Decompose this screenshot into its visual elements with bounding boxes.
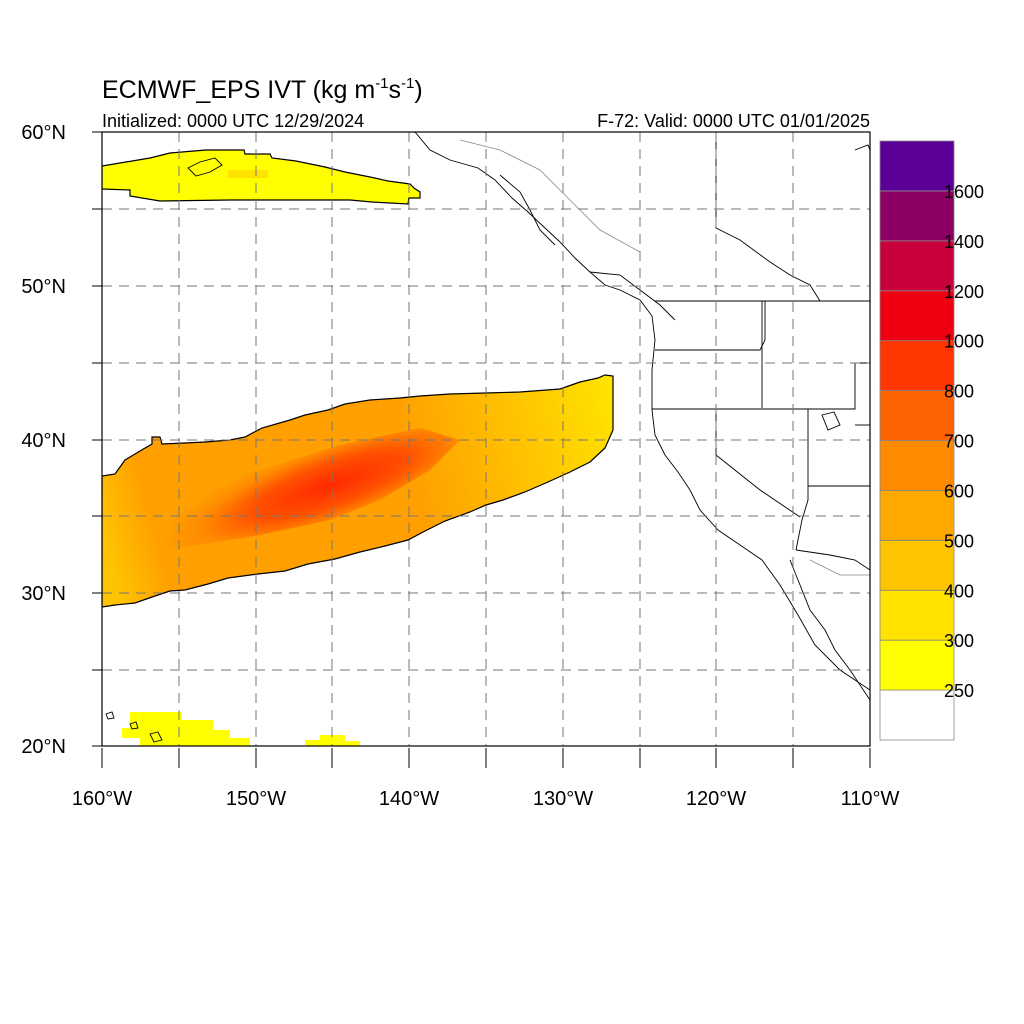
ivt-patch-hawaii-west <box>122 712 250 746</box>
lat-label: 50°N <box>21 276 66 298</box>
colorbar-swatch <box>879 490 955 541</box>
colorbar-swatch <box>879 190 955 242</box>
lon-label: 130°W <box>533 788 593 810</box>
ivt-patch-hawaii-east <box>305 735 360 746</box>
map-frame <box>101 131 871 747</box>
colorbar-swatch <box>879 390 955 441</box>
colorbar-level-label: 400 <box>944 581 974 601</box>
colorbar-swatch <box>879 140 955 192</box>
colorbar-level-label: 300 <box>944 631 974 651</box>
colorbar-level-label: 800 <box>944 382 974 402</box>
lon-label: 160°W <box>72 788 132 810</box>
lat-label: 20°N <box>21 736 66 758</box>
colorbar <box>879 140 955 741</box>
ivt-ar-core <box>102 428 460 575</box>
colorbar-swatch <box>879 240 955 292</box>
coastlines <box>105 132 870 743</box>
political-borders <box>652 132 870 571</box>
subtitle-valid: F-72: Valid: 0000 UTC 01/01/2025 <box>597 111 870 131</box>
colorbar-swatch <box>879 639 955 691</box>
colorbar-level-label: 500 <box>944 531 974 551</box>
graticule <box>102 132 870 746</box>
colorbar-swatch <box>879 290 955 342</box>
colorbar-level-label: 250 <box>944 681 974 701</box>
lat-label: 60°N <box>21 122 66 144</box>
colorbar-swatch <box>879 340 955 391</box>
latitude-labels: 60°N 50°N 40°N 30°N 20°N <box>21 122 66 758</box>
figure-title: ECMWF_EPS IVT (kg m-1s-1) <box>102 75 423 104</box>
colorbar-swatch <box>879 589 955 641</box>
colorbar-level-label: 600 <box>944 481 974 501</box>
lon-label: 110°W <box>841 788 900 810</box>
longitude-labels: 160°W 150°W 140°W 130°W 120°W 110°W <box>72 788 900 810</box>
lat-label: 30°N <box>21 583 66 605</box>
ivt-patch-alaska-inner <box>228 170 268 178</box>
coast-fill-outline <box>459 139 870 576</box>
lon-label: 140°W <box>379 788 439 810</box>
lon-label: 150°W <box>226 788 286 810</box>
colorbar-level-label: 1200 <box>944 282 984 302</box>
lat-label: 40°N <box>21 430 66 452</box>
colorbar-level-label: 700 <box>944 432 974 452</box>
colorbar-labels: 250 300 400 500 600 700 800 1000 1200 1400 1600 <box>944 182 984 701</box>
colorbar-level-label: 1600 <box>944 182 984 202</box>
colorbar-level-label: 1000 <box>944 332 984 352</box>
lon-label: 120°W <box>686 788 746 810</box>
colorbar-swatch <box>879 689 955 741</box>
colorbar-swatch <box>879 440 955 491</box>
colorbar-level-label: 1400 <box>944 232 984 252</box>
colorbar-swatch <box>879 539 955 591</box>
subtitle-initialized: Initialized: 0000 UTC 12/29/2024 <box>102 111 364 131</box>
tick-marks <box>92 131 871 768</box>
